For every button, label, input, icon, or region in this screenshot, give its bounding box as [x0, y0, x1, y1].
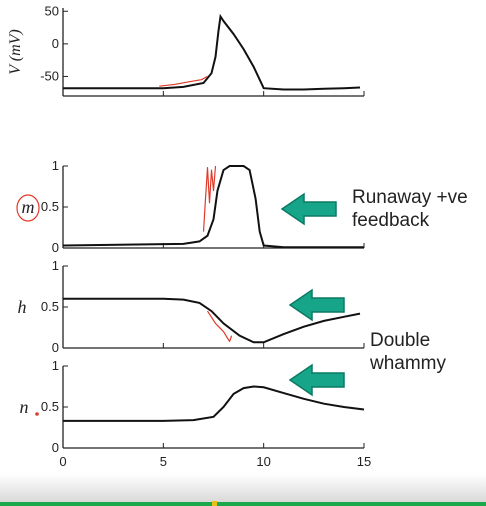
y-tick-label-voltage: -50: [40, 68, 59, 83]
arrow-m: [280, 192, 337, 226]
video-bottom-shade: [0, 474, 486, 502]
y-axis-label-n: n: [20, 397, 29, 417]
y-tick-label-voltage: 50: [45, 3, 59, 18]
pen-dot-n: [35, 412, 39, 416]
runaway-feedback-annotation: Runaway +ve feedback: [352, 186, 468, 232]
y-tick-label-n: 0.5: [41, 399, 59, 414]
y-tick-label-m: 1: [52, 158, 59, 173]
y-axis-label-voltage: V (mV): [7, 29, 24, 74]
x-tick-label: 15: [357, 454, 371, 469]
double-line-2: whammy: [370, 353, 447, 374]
pen-circle-m: [16, 194, 40, 222]
arrow-n: [288, 363, 345, 397]
curve-m: [62, 165, 364, 249]
curve-h: [63, 297, 361, 344]
y-axis-label-m: m: [22, 197, 35, 217]
y-tick-label-n: 0: [52, 440, 59, 455]
y-axis-label-h: h: [18, 297, 27, 317]
arrow-h: [288, 288, 345, 322]
y-tick-label-m: 0: [52, 240, 59, 255]
panel-h: 1 0.5 0 h: [18, 258, 365, 355]
video-progress-bar[interactable]: [0, 502, 486, 506]
double-line-1: Double: [370, 330, 431, 351]
pen-mark-m: [202, 165, 217, 232]
curve-n: [63, 385, 365, 422]
progress-marker[interactable]: [212, 501, 217, 506]
x-tick-label: 5: [160, 454, 167, 469]
y-tick-label-voltage: 0: [52, 36, 59, 51]
panel-m: 1 0.5 0 m: [22, 158, 365, 255]
y-tick-label-h: 1: [52, 258, 59, 273]
runaway-line-1: Runaway +ve: [352, 187, 468, 208]
pen-mark-voltage: [159, 75, 208, 87]
pen-mark-h: [206, 310, 233, 342]
x-tick-label: 0: [59, 454, 66, 469]
y-tick-label-n: 1: [52, 358, 59, 373]
y-tick-label-h: 0: [52, 340, 59, 355]
curve-voltage: [63, 13, 361, 91]
x-tick-label: 10: [256, 454, 270, 469]
runaway-line-2: feedback: [352, 210, 430, 231]
panel-voltage: 50 0 -50 V (mV): [7, 3, 365, 97]
double-whammy-annotation: Double whammy: [370, 329, 446, 375]
y-tick-label-m: 0.5: [41, 199, 59, 214]
y-tick-label-h: 0.5: [41, 299, 59, 314]
